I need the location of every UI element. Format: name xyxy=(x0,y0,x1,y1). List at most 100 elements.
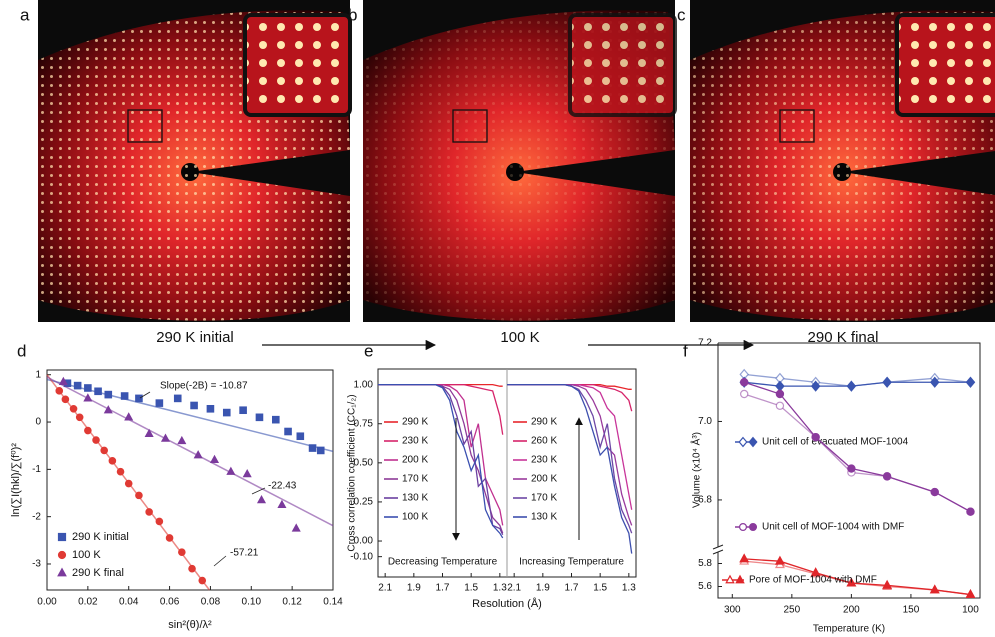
y-axis-label: Cross correlation coefficient (CC₁/₂) xyxy=(347,394,358,551)
legend-label: 230 K xyxy=(402,436,428,447)
x-tick-label: 200 xyxy=(843,605,860,616)
legend-label: 100 K xyxy=(72,549,101,561)
marker xyxy=(146,509,152,515)
marker xyxy=(70,406,76,412)
legend-label: 290 K xyxy=(531,417,557,428)
marker xyxy=(156,400,162,406)
x-tick-label: 0.06 xyxy=(160,597,180,608)
leader-line xyxy=(214,556,226,566)
marker xyxy=(211,456,218,462)
legend-label: 230 K xyxy=(531,455,557,466)
marker xyxy=(309,445,315,451)
group-title: Decreasing Temperature xyxy=(388,557,498,568)
marker xyxy=(256,414,262,420)
x-tick-label: 150 xyxy=(903,605,920,616)
y-tick-label: -0.10 xyxy=(350,551,373,562)
marker xyxy=(56,388,62,394)
x-axis-label: Resolution (Å) xyxy=(472,597,542,610)
y-tick-label: 7.0 xyxy=(698,416,712,427)
legend-label: 130 K xyxy=(402,493,428,504)
legend-marker xyxy=(59,534,66,541)
group-title: Increasing Temperature xyxy=(519,557,624,568)
marker xyxy=(848,465,855,472)
diffraction-image xyxy=(690,0,995,322)
x-tick-label: 0.08 xyxy=(201,597,221,608)
y-tick-label: -1 xyxy=(32,464,41,475)
x-axis-label: Temperature (K) xyxy=(813,624,885,635)
leader-line xyxy=(252,488,265,494)
x-tick-label: 2.1 xyxy=(378,583,392,594)
marker xyxy=(136,492,142,498)
series-line xyxy=(378,385,503,435)
legend-label: 100 K xyxy=(402,512,428,523)
marker xyxy=(109,458,115,464)
panel-letter: a xyxy=(20,5,30,24)
series-line xyxy=(378,385,503,538)
x-tick-label: 0.10 xyxy=(242,597,262,608)
panel-letter: d xyxy=(17,341,26,360)
y-tick-label: 5.6 xyxy=(698,581,712,592)
y-tick-label: 1.00 xyxy=(354,379,374,390)
legend-marker xyxy=(740,524,747,531)
marker xyxy=(297,433,303,439)
x-tick-label: 1.5 xyxy=(593,583,607,594)
x-tick-label: 1.5 xyxy=(464,583,478,594)
marker xyxy=(967,378,975,387)
marker xyxy=(776,402,783,409)
marker xyxy=(207,406,213,412)
y-tick-label: -2 xyxy=(32,511,41,522)
marker xyxy=(189,566,195,572)
x-tick-label: 1.9 xyxy=(536,583,550,594)
marker xyxy=(741,390,748,397)
legend-label: 170 K xyxy=(402,474,428,485)
marker xyxy=(85,385,91,391)
marker xyxy=(74,382,80,388)
series-line xyxy=(507,385,632,526)
marker xyxy=(105,391,111,397)
marker xyxy=(62,396,68,402)
marker xyxy=(740,555,748,562)
marker xyxy=(175,395,181,401)
marker xyxy=(278,501,285,507)
legend-label: 260 K xyxy=(531,436,557,447)
panel-letter: e xyxy=(364,341,373,360)
annotation: -22.43 xyxy=(268,481,297,492)
x-tick-label: 300 xyxy=(724,605,741,616)
legend-marker xyxy=(739,438,746,447)
marker xyxy=(967,508,974,515)
panel-letter: c xyxy=(677,5,686,24)
x-tick-label: 1.3 xyxy=(493,583,507,594)
x-tick-label: 1.7 xyxy=(436,583,450,594)
diffraction-image xyxy=(363,0,675,322)
annotation: -57.21 xyxy=(230,548,259,559)
marker xyxy=(126,480,132,486)
marker xyxy=(166,535,172,541)
marker xyxy=(76,414,82,420)
legend-label: 200 K xyxy=(402,455,428,466)
x-tick-label: 1.9 xyxy=(407,583,421,594)
y-tick-label: 1 xyxy=(35,369,41,380)
x-tick-label: 0.12 xyxy=(282,597,302,608)
series-line xyxy=(507,385,632,412)
x-tick-label: 100 xyxy=(962,605,979,616)
y-tick-label: -3 xyxy=(32,559,41,570)
marker xyxy=(125,413,132,419)
series-line xyxy=(378,385,503,526)
marker xyxy=(178,437,185,443)
marker xyxy=(741,379,748,386)
legend-label: Unit cell of evacuated MOF-1004 xyxy=(762,437,909,448)
series-line xyxy=(378,385,503,534)
marker xyxy=(776,381,784,390)
legend-label: Pore of MOF-1004 with DMF xyxy=(749,575,877,586)
y-tick-label: 7.2 xyxy=(698,338,712,349)
x-tick-label: 2.1 xyxy=(507,583,521,594)
x-tick-label: 1.3 xyxy=(622,583,636,594)
marker xyxy=(884,473,891,480)
panel-letter: f xyxy=(683,341,688,360)
marker xyxy=(121,393,127,399)
x-tick-label: 0.02 xyxy=(78,597,98,608)
series-line xyxy=(507,385,632,510)
marker xyxy=(95,388,101,394)
x-tick-label: 1.7 xyxy=(565,583,579,594)
legend-label: 200 K xyxy=(531,474,557,485)
